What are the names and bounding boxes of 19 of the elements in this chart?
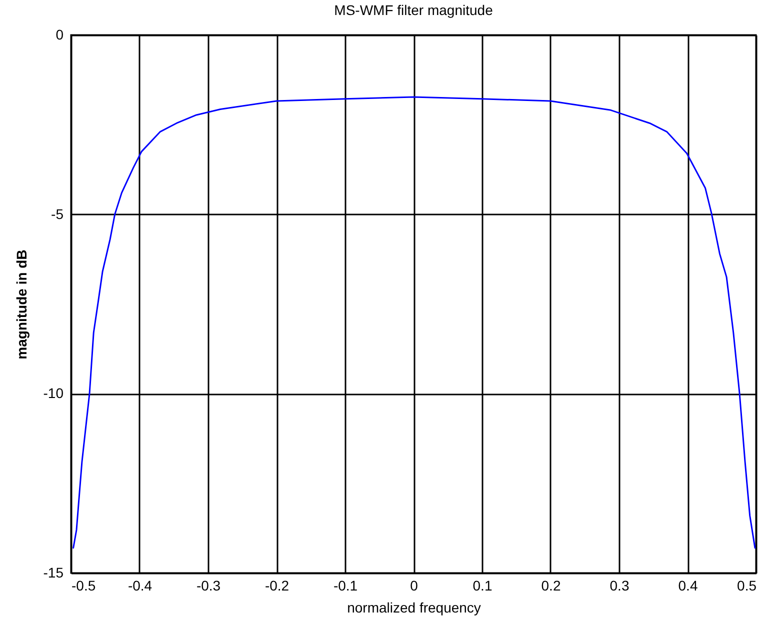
x-tick-label: 0	[410, 578, 418, 594]
y-tick-label: -10	[43, 385, 64, 402]
x-axis-title: normalized frequency	[347, 600, 481, 616]
x-tick-label: -0.2	[264, 578, 290, 594]
x-tick-label: -0.4	[128, 578, 152, 594]
x-tick-label: 0.5	[737, 578, 757, 594]
x-tick-label: -0.3	[196, 578, 221, 594]
x-tick-label: 0.1	[472, 578, 492, 594]
y-tick-label: 0	[56, 26, 64, 42]
y-axis-title: magnitude in dB	[13, 250, 30, 360]
x-tick-label: 0.3	[610, 578, 630, 594]
x-tick-label: -0.5	[72, 578, 96, 594]
y-tick-label: -15	[43, 564, 64, 580]
y-tick-label: -5	[51, 206, 64, 222]
chart-title: MS-WMF filter magnitude	[334, 2, 494, 18]
x-tick-label: -0.1	[333, 578, 358, 594]
x-tick-label: 0.4	[678, 578, 698, 594]
x-tick-label: 0.2	[541, 578, 561, 594]
line-series	[72, 96, 756, 549]
